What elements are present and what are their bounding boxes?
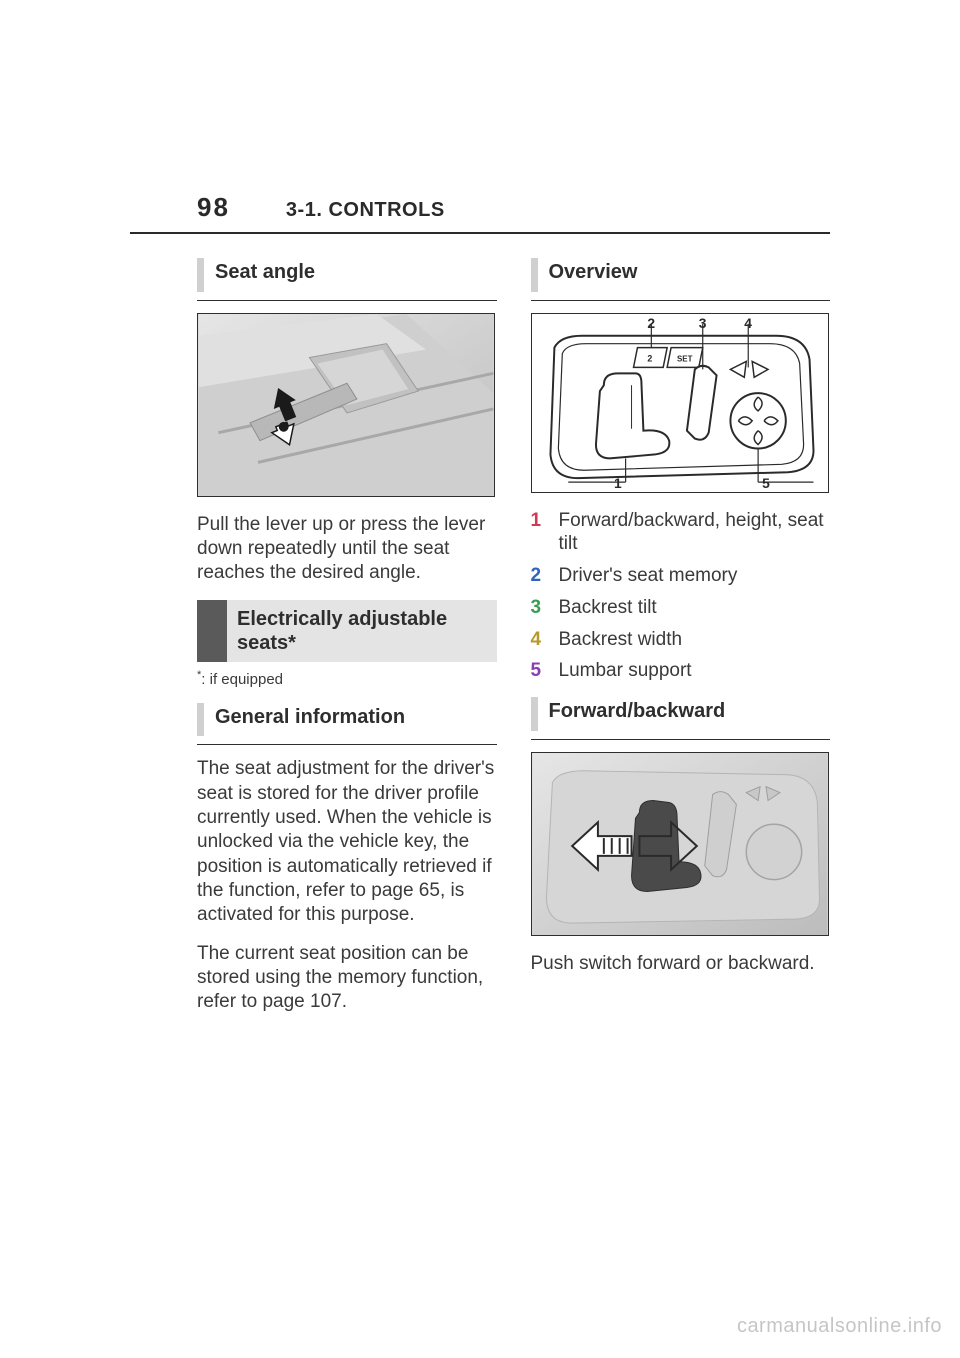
block-heading-text: Electrically adjustable seats* <box>227 600 497 662</box>
list-num: 3 <box>531 596 559 620</box>
seat-angle-illustration <box>198 314 494 496</box>
watermark: carmanualsonline.info <box>737 1315 942 1338</box>
subheading-rule <box>531 739 831 740</box>
subheading-text: Seat angle <box>215 258 497 292</box>
page-number: 98 <box>197 192 230 223</box>
subheading-bar <box>197 703 204 737</box>
diagram-label-2: 2 <box>647 314 655 330</box>
subheading-general-info: General information <box>197 703 497 737</box>
diagram-label-5: 5 <box>762 475 770 491</box>
forward-backward-illustration <box>532 753 828 935</box>
overview-list: 1Forward/backward, height, seat tilt 2Dr… <box>531 509 831 684</box>
subheading-rule <box>531 300 831 301</box>
list-num: 2 <box>531 564 559 588</box>
subheading-text: General information <box>215 703 497 737</box>
list-item: 5Lumbar support <box>531 659 831 683</box>
diagram-btn-2: 2 <box>647 353 652 363</box>
diagram-btn-set: SET <box>677 354 693 363</box>
content-columns: Seat angle <box>197 252 830 1028</box>
list-item: 3Backrest tilt <box>531 596 831 620</box>
list-item: 2Driver's seat memory <box>531 564 831 588</box>
subheading-rule <box>197 300 497 301</box>
block-heading-bar <box>197 600 227 662</box>
right-column: Overview 2 SET <box>531 252 831 1028</box>
list-num: 1 <box>531 509 559 557</box>
figure-seat-angle <box>197 313 495 497</box>
diagram-label-1: 1 <box>613 475 621 491</box>
general-info-p1: The seat adjustment for the driver's sea… <box>197 757 497 927</box>
footnote-text: : if equipped <box>201 671 283 688</box>
subheading-rule <box>197 744 497 745</box>
manual-page: 98 3-1. CONTROLS Seat angle <box>0 0 960 1358</box>
subheading-text: Overview <box>549 258 831 292</box>
list-text: Forward/backward, height, seat tilt <box>559 509 831 557</box>
list-text: Driver's seat memory <box>559 564 738 588</box>
section-label: 3-1. CONTROLS <box>286 199 445 222</box>
subheading-bar <box>197 258 204 292</box>
seat-angle-text: Pull the lever up or press the lever dow… <box>197 513 497 586</box>
page-header: 98 3-1. CONTROLS <box>197 192 830 223</box>
block-heading-electric-seats: Electrically adjustable seats* <box>197 600 497 662</box>
diagram-label-3: 3 <box>698 314 706 330</box>
list-item: 4Backrest width <box>531 628 831 652</box>
list-text: Backrest tilt <box>559 596 657 620</box>
left-column: Seat angle <box>197 252 497 1028</box>
general-info-p2: The current seat position can be stored … <box>197 942 497 1015</box>
subheading-text: Forward/backward <box>549 697 831 731</box>
subheading-overview: Overview <box>531 258 831 292</box>
figure-forward-backward <box>531 752 829 936</box>
list-text: Backrest width <box>559 628 683 652</box>
subheading-forward-backward: Forward/backward <box>531 697 831 731</box>
list-text: Lumbar support <box>559 659 692 683</box>
figure-overview-diagram: 2 SET <box>531 313 829 493</box>
subheading-seat-angle: Seat angle <box>197 258 497 292</box>
list-num: 5 <box>531 659 559 683</box>
list-num: 4 <box>531 628 559 652</box>
header-rule <box>130 232 830 234</box>
list-item: 1Forward/backward, height, seat tilt <box>531 509 831 557</box>
subheading-bar <box>531 258 538 292</box>
forward-backward-text: Push switch forward or backward. <box>531 952 831 976</box>
subheading-bar <box>531 697 538 731</box>
footnote-if-equipped: *: if equipped <box>197 668 497 689</box>
diagram-label-4: 4 <box>744 314 752 330</box>
overview-diagram-svg: 2 SET <box>532 314 828 492</box>
